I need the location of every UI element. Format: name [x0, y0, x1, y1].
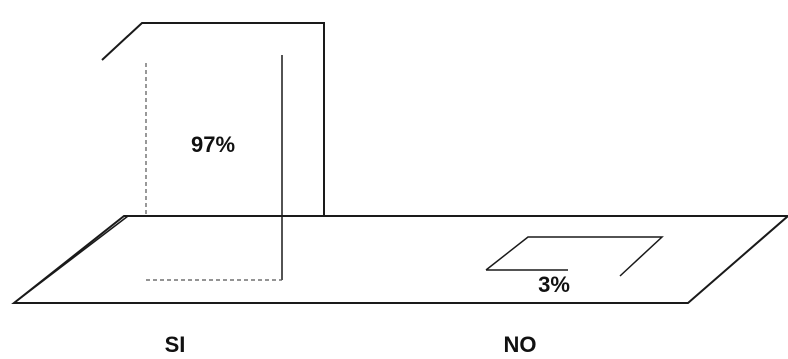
- chart-data-labels: 97% 3%: [191, 132, 570, 297]
- bar-no-outline: [485, 236, 664, 277]
- bar-si-outline: [101, 21, 325, 216]
- floor-plane: [11, 215, 788, 304]
- bar-si-hidden-edges: [145, 62, 282, 281]
- bar-si-left-edge: [13, 215, 129, 304]
- chart-category-labels: SI NO: [165, 332, 537, 357]
- data-label-no: 3%: [538, 272, 570, 297]
- bar-no: [485, 236, 664, 277]
- data-label-si: 97%: [191, 132, 235, 157]
- bar-si: [13, 21, 325, 304]
- chart-floor: [11, 215, 788, 304]
- category-label-no: NO: [504, 332, 537, 354]
- chart-bars: [13, 21, 664, 304]
- category-label-si: SI: [165, 332, 186, 354]
